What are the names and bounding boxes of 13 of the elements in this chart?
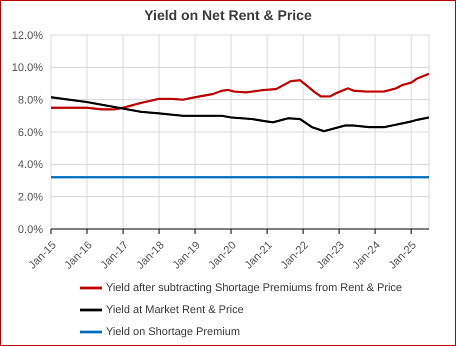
line-series xyxy=(51,72,429,110)
y-tick-label: 6.0% xyxy=(18,126,44,139)
legend-label: Yield after subtracting Shortage Premiums from Rent & Price xyxy=(106,282,402,294)
y-tick-label: 12.0% xyxy=(12,30,44,42)
y-tick-label: 4.0% xyxy=(18,159,44,172)
y-tick-label: 10.0% xyxy=(12,62,44,74)
y-tick-label: 0.0% xyxy=(18,224,44,236)
y-tick-label: 8.0% xyxy=(18,94,44,107)
chart-title: Yield on Net Rent & Price xyxy=(143,7,313,25)
line-series xyxy=(51,96,429,132)
y-tick-label: 2.0% xyxy=(18,192,44,204)
legend-label: Yield on Shortage Premium xyxy=(106,326,240,338)
legend-label: Yield at Market Rent & Price xyxy=(106,304,244,316)
